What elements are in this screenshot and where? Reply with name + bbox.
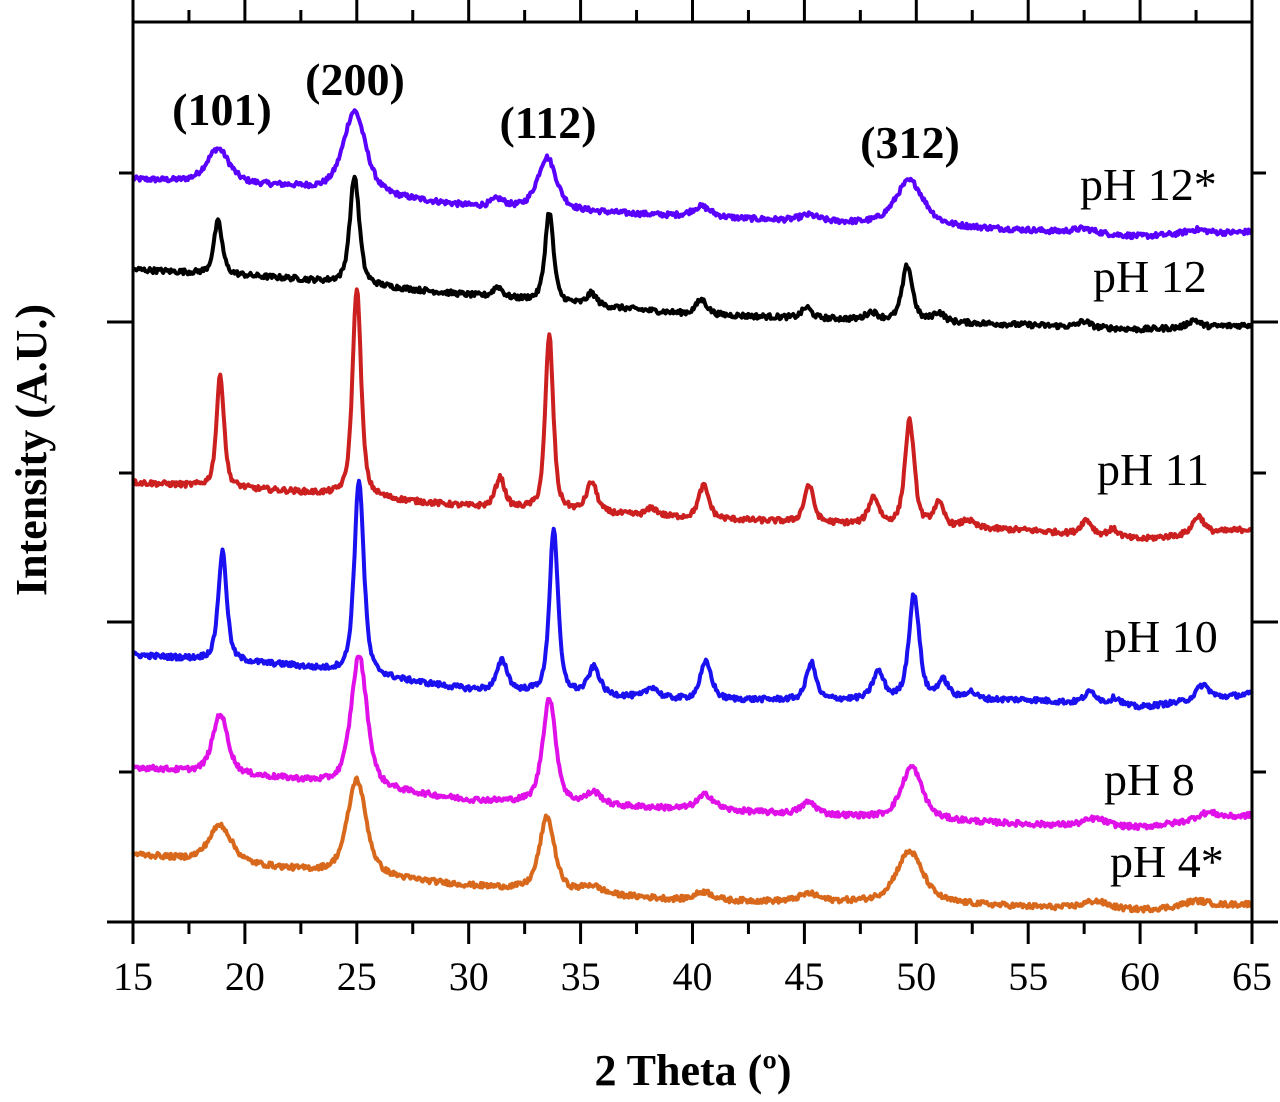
y-axis-title: Intensity (A.U.)	[7, 304, 56, 596]
series-label: pH 10	[1104, 611, 1218, 662]
series-label: pH 11	[1097, 444, 1209, 495]
series-line-ph-10	[131, 478, 1254, 711]
x-tick-label: 65	[1232, 954, 1272, 999]
x-tick-label: 25	[337, 954, 377, 999]
x-tick-label: 35	[561, 954, 601, 999]
series-label: pH 8	[1104, 754, 1195, 805]
x-axis-title: 2 Theta (º)	[594, 1046, 791, 1095]
x-tick-label: 30	[449, 954, 489, 999]
series-line-ph-11	[131, 287, 1253, 542]
axes	[107, 0, 1278, 944]
peak-labels: (101) (200) (112) (312)	[172, 54, 960, 168]
x-tick-label: 20	[225, 954, 265, 999]
x-tick-labels: 15 20 25 30 35 40 45 50 55 60 65	[113, 954, 1272, 999]
series-label: pH 12*	[1080, 159, 1217, 210]
series-curves	[131, 108, 1254, 914]
peak-label: (312)	[860, 117, 960, 168]
series-label: pH 12	[1093, 251, 1207, 302]
x-tick-label: 45	[784, 954, 824, 999]
series-line-ph-12	[131, 174, 1254, 334]
series-label: pH 4*	[1110, 836, 1224, 887]
x-tick-label: 55	[1008, 954, 1048, 999]
x-tick-label: 15	[113, 954, 153, 999]
x-tick-label: 60	[1120, 954, 1160, 999]
peak-label: (112)	[499, 97, 596, 148]
series-line-ph-12-	[131, 108, 1254, 241]
peak-label: (101)	[172, 84, 272, 135]
x-tick-label: 40	[673, 954, 713, 999]
series-line-ph-8	[131, 654, 1254, 832]
series-line-ph-4-	[131, 775, 1254, 914]
x-tick-label: 50	[896, 954, 936, 999]
peak-label: (200)	[305, 54, 405, 105]
series-labels: pH 12* pH 12 pH 11 pH 10 pH 8 pH 4*	[1080, 159, 1224, 887]
